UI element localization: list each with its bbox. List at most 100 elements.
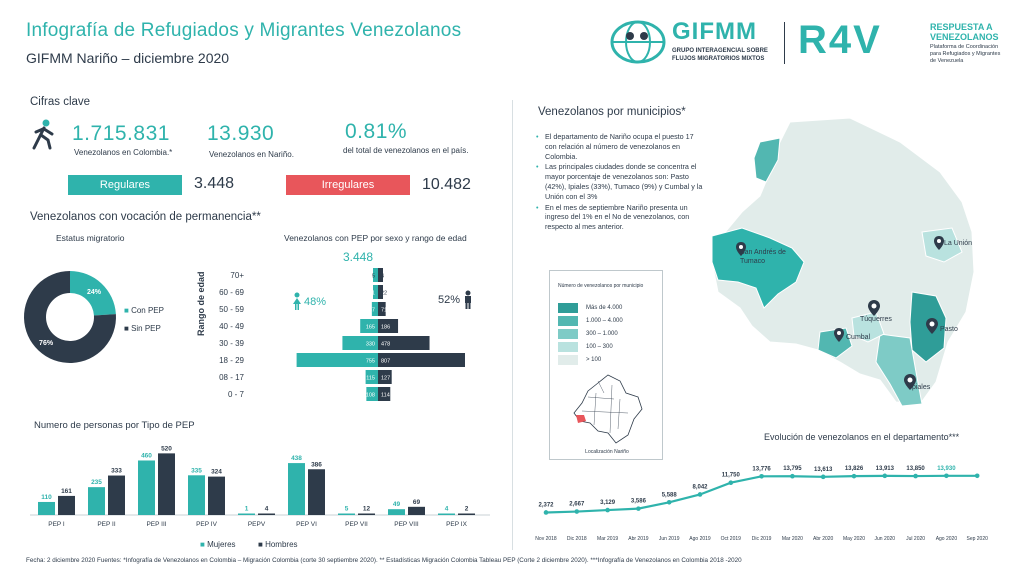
pyramid-age-label: 18 - 29 xyxy=(219,356,244,365)
pep-value-label: 69 xyxy=(413,499,421,506)
evolution-x-label: May 2020 xyxy=(843,536,865,542)
pep-category-label: PEP VIII xyxy=(394,521,419,528)
evolution-point xyxy=(697,492,703,497)
map-legend-item: 100 – 300 xyxy=(558,340,623,353)
map-pin-icon xyxy=(934,236,944,255)
pyramid-age-label: 50 - 59 xyxy=(219,305,244,314)
irregulares-badge: Irregulares xyxy=(286,175,410,195)
pyramid-value-female: 330 xyxy=(366,342,375,348)
pep-bar xyxy=(338,513,355,515)
evolution-x-label: Mar 2020 xyxy=(782,536,803,542)
colombia-minimap xyxy=(568,373,648,450)
pep-value-label: 110 xyxy=(41,494,52,501)
pyramid-age-label: 40 - 49 xyxy=(219,322,244,331)
pyramid-bar-male xyxy=(378,285,383,299)
pyramid-value-female: 5 xyxy=(372,274,375,280)
permanencia-title: Venezolanos con vocación de permanencia*… xyxy=(30,211,261,223)
percentage-label: del total de venezolanos en el país. xyxy=(343,146,469,155)
evolution-value-label: 13,776 xyxy=(752,466,771,472)
pep-bar xyxy=(388,509,405,515)
evolution-point xyxy=(759,473,764,479)
pep-value-label: 335 xyxy=(191,467,202,474)
evolution-point xyxy=(913,473,918,479)
pep-value-label: 333 xyxy=(111,468,122,475)
map-pin-icon xyxy=(736,242,746,261)
evolution-point xyxy=(944,473,949,479)
colombia-total-value: 1.715.831 xyxy=(72,122,170,145)
pyramid-value-female: 108 xyxy=(366,393,375,399)
pyramid-value-female: 755 xyxy=(366,359,375,365)
pep-value-label: 438 xyxy=(291,455,302,462)
pep-value-label: 12 xyxy=(363,506,371,513)
evolution-value-label: 8,042 xyxy=(692,484,708,490)
bullet-item: En el mes de septiembre Nariño presenta … xyxy=(536,203,704,232)
pyramid-bar-male xyxy=(378,353,465,367)
evolution-value-label: 5,588 xyxy=(662,492,678,498)
place-tumaco: San Andrés de Tumaco xyxy=(740,249,786,265)
pep-value-label: 324 xyxy=(211,469,222,476)
pyramid-bar-female xyxy=(365,370,378,384)
place-ipiales: Ipiales xyxy=(910,384,931,391)
pep-bars-chart: 110 161 PEP I 235 333 PEP II 460 520 PEP III 335 3… xyxy=(30,445,490,528)
legend-sin-pep: ■ Sin PEP xyxy=(124,324,161,333)
pep-category-label: PEPV xyxy=(248,521,266,528)
evolution-x-label: Nov 2018 xyxy=(535,536,557,542)
male-icon xyxy=(463,290,473,315)
pyramid-value-male: 127 xyxy=(381,376,390,382)
evolution-x-label: Mar 2019 xyxy=(597,536,618,542)
evolution-point xyxy=(605,507,610,513)
place-pasto: Pasto xyxy=(940,326,958,333)
map-legend-item: > 100 xyxy=(558,353,623,366)
pep-value-label: 460 xyxy=(141,452,152,459)
column-divider xyxy=(512,100,513,550)
pyramid-value-male: 22 xyxy=(381,291,387,297)
pyramid-age-label: 08 - 17 xyxy=(219,373,244,382)
donut-label: 76% xyxy=(39,340,54,347)
pyramid-age-label: 70+ xyxy=(230,271,244,280)
age-axis-label: Rango de edad xyxy=(196,271,206,336)
evolution-point xyxy=(974,473,980,479)
percentage-value: 0.81% xyxy=(345,120,408,143)
pep-bars-title: Numero de personas por Tipo de PEP xyxy=(34,420,195,431)
logo-divider xyxy=(784,22,785,64)
irregulares-value: 10.482 xyxy=(422,176,471,193)
pyramid-value-male: 186 xyxy=(381,325,390,331)
pep-bar xyxy=(408,506,425,515)
pep-bar xyxy=(158,453,175,515)
donut-slice xyxy=(24,271,116,363)
pyramid-bar-female xyxy=(373,268,378,282)
pep-bar xyxy=(258,513,275,515)
donut-title: Estatus migratorio xyxy=(56,233,125,243)
pyramid-value-female: 165 xyxy=(366,325,375,331)
pyramid-bar-male xyxy=(378,319,399,333)
pyramid-bar-male xyxy=(378,387,391,401)
gifmm-globe-logo xyxy=(608,18,668,66)
pyramid-bar-female xyxy=(296,353,378,367)
map-pin-icon xyxy=(868,300,880,321)
evolution-point xyxy=(636,506,641,511)
municipios-title: Venezolanos por municipios* xyxy=(538,106,686,118)
pep-bar xyxy=(238,513,255,515)
evolution-value-label: 2,667 xyxy=(569,502,585,508)
map-pin-icon xyxy=(904,374,916,395)
place-la-union: La Unión xyxy=(944,240,973,247)
migrant-walking-icon xyxy=(28,118,58,155)
narino-total-label: Venezolanos en Nariño. xyxy=(209,150,294,159)
evolution-x-label: Sep 2020 xyxy=(966,536,988,542)
evolution-x-label: Jun 2020 xyxy=(875,536,896,542)
pep-bar xyxy=(38,501,55,515)
evolution-value-label: 3,586 xyxy=(631,499,647,505)
pyramid-value-male: 4 xyxy=(381,274,384,280)
evolution-value-label: 13,826 xyxy=(845,466,864,472)
evolution-value-label: 11,750 xyxy=(722,473,741,479)
donut-slice xyxy=(70,271,116,316)
pyramid-value-male: 807 xyxy=(381,359,390,365)
pep-category-label: PEP VI xyxy=(296,521,317,528)
pyramid-bar-female xyxy=(373,285,378,299)
evolution-point xyxy=(851,473,857,479)
pep-value-label: 520 xyxy=(161,445,172,452)
pyramid-bar-female xyxy=(360,319,378,333)
pyramid-bar-male xyxy=(378,336,430,350)
pyramid-bar-male xyxy=(378,370,392,384)
pyramid-value-male: 114 xyxy=(381,393,390,399)
